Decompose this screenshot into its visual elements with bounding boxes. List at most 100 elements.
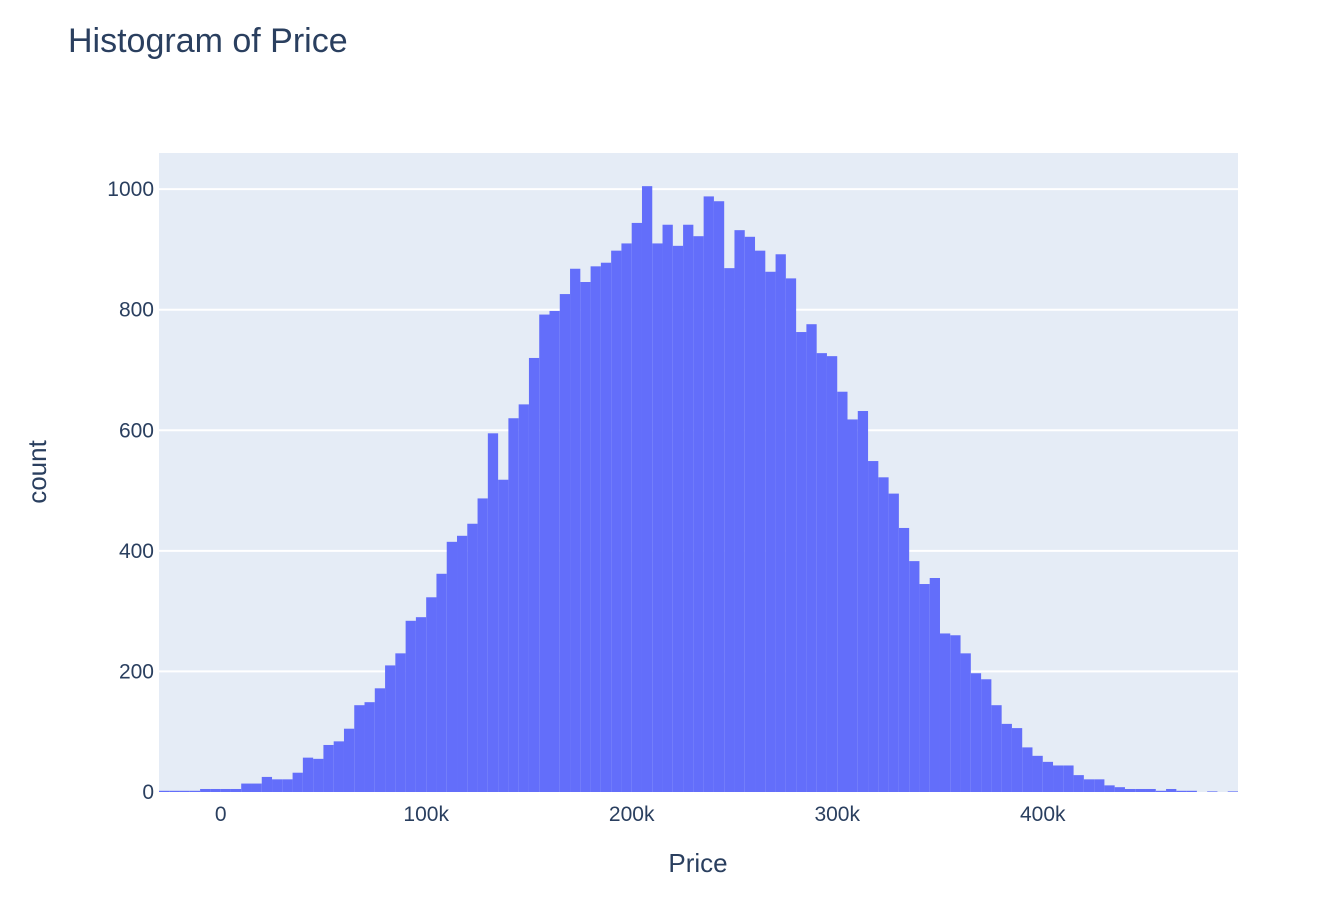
histogram-bar [1001, 723, 1012, 792]
chart-title: Histogram of Price [68, 22, 348, 60]
histogram-bar [672, 245, 684, 793]
histogram-bar [1022, 747, 1033, 792]
histogram-bar [785, 278, 797, 792]
histogram-bar [220, 788, 231, 792]
x-tick-label: 400k [1020, 803, 1066, 826]
histogram-bar [662, 224, 673, 792]
histogram-bar [970, 673, 982, 792]
histogram-bar [457, 535, 468, 792]
histogram-bar [939, 633, 951, 792]
histogram-bar [436, 573, 447, 792]
histogram-bar [343, 728, 355, 792]
histogram-bar [528, 357, 540, 792]
histogram-bar [1135, 788, 1146, 792]
histogram-bar [1145, 788, 1156, 792]
histogram-bar [1011, 728, 1023, 792]
histogram-bar [1155, 790, 1167, 792]
histogram-bar [508, 418, 519, 792]
histogram-bars [159, 186, 1238, 793]
histogram-bar [909, 561, 920, 792]
histogram-bar [323, 744, 334, 792]
y-axis-ticks: 0 200 400 600 800 1000 [107, 178, 154, 804]
histogram-bar [816, 353, 827, 792]
histogram-bar [693, 236, 704, 793]
histogram-bar [487, 433, 499, 792]
histogram-bar [981, 679, 992, 792]
histogram-bar [1094, 779, 1105, 792]
histogram-bar [888, 493, 899, 792]
histogram-bar [518, 404, 529, 792]
histogram-bar [641, 186, 653, 793]
x-axis-title: Price [668, 848, 727, 878]
histogram-bar [1083, 779, 1095, 792]
histogram-bar [775, 254, 786, 793]
histogram-bar [559, 294, 571, 792]
histogram-bar [570, 268, 581, 792]
histogram-bar [929, 577, 940, 792]
x-tick-label: 200k [609, 803, 655, 826]
histogram-bar [1176, 790, 1187, 792]
histogram-bar [765, 271, 776, 792]
y-tick-label: 800 [119, 299, 154, 322]
histogram-bar [950, 635, 961, 792]
y-tick-label: 200 [119, 660, 154, 683]
histogram-bar [1227, 791, 1238, 792]
histogram-bar [302, 757, 314, 792]
histogram-bar [683, 224, 694, 792]
x-tick-label: 300k [814, 803, 860, 826]
histogram-bar [251, 783, 262, 792]
histogram-bar [498, 479, 509, 792]
histogram-bar [898, 527, 910, 792]
x-tick-label: 100k [403, 803, 449, 826]
histogram-bar [292, 772, 303, 792]
histogram-bar [826, 356, 838, 792]
histogram-bar [415, 617, 427, 792]
histogram-bar [1166, 788, 1177, 792]
histogram-bar [282, 779, 293, 792]
histogram-bar [1042, 761, 1054, 792]
histogram-bar [1186, 790, 1197, 792]
y-tick-label: 0 [142, 781, 154, 804]
histogram-bar [1114, 787, 1125, 792]
histogram-bar [734, 230, 745, 793]
histogram-bar [405, 620, 416, 792]
histogram-bar [878, 477, 889, 792]
histogram-bar [847, 419, 858, 792]
x-tick-label: 0 [215, 803, 227, 826]
x-axis-ticks: 0 100k 200k 300k 400k [215, 803, 1066, 826]
histogram-bar [744, 236, 756, 792]
histogram-bar [549, 310, 560, 792]
histogram-bar [703, 196, 714, 792]
histogram-bar [230, 788, 242, 792]
histogram-bar [837, 391, 848, 792]
histogram-bar [1053, 765, 1064, 792]
histogram-bar [991, 705, 1002, 792]
histogram-bar [755, 250, 766, 792]
histogram-bar [539, 314, 550, 792]
histogram-bar [796, 332, 807, 792]
histogram-bar [385, 665, 396, 792]
histogram-bar [169, 790, 180, 792]
histogram-bar [1073, 775, 1084, 792]
histogram-bar [1104, 785, 1115, 792]
histogram-bar [477, 498, 488, 792]
histogram-bar [313, 758, 324, 792]
histogram-bar [333, 741, 344, 792]
histogram-bar [272, 779, 283, 792]
histogram-bar [590, 266, 601, 793]
histogram-bar [621, 243, 632, 792]
histogram-bar [467, 523, 478, 792]
histogram-bar [179, 790, 190, 792]
histogram-bar [868, 461, 879, 792]
histogram-bar [364, 702, 375, 792]
histogram-bar [600, 262, 612, 792]
y-tick-label: 1000 [107, 178, 154, 201]
histogram-bar [652, 243, 663, 792]
histogram-bar [580, 282, 591, 792]
histogram-bar [446, 541, 458, 792]
histogram-bar [960, 653, 971, 792]
y-tick-label: 600 [119, 419, 154, 442]
histogram-bar [354, 705, 365, 792]
histogram-bar [261, 776, 273, 792]
